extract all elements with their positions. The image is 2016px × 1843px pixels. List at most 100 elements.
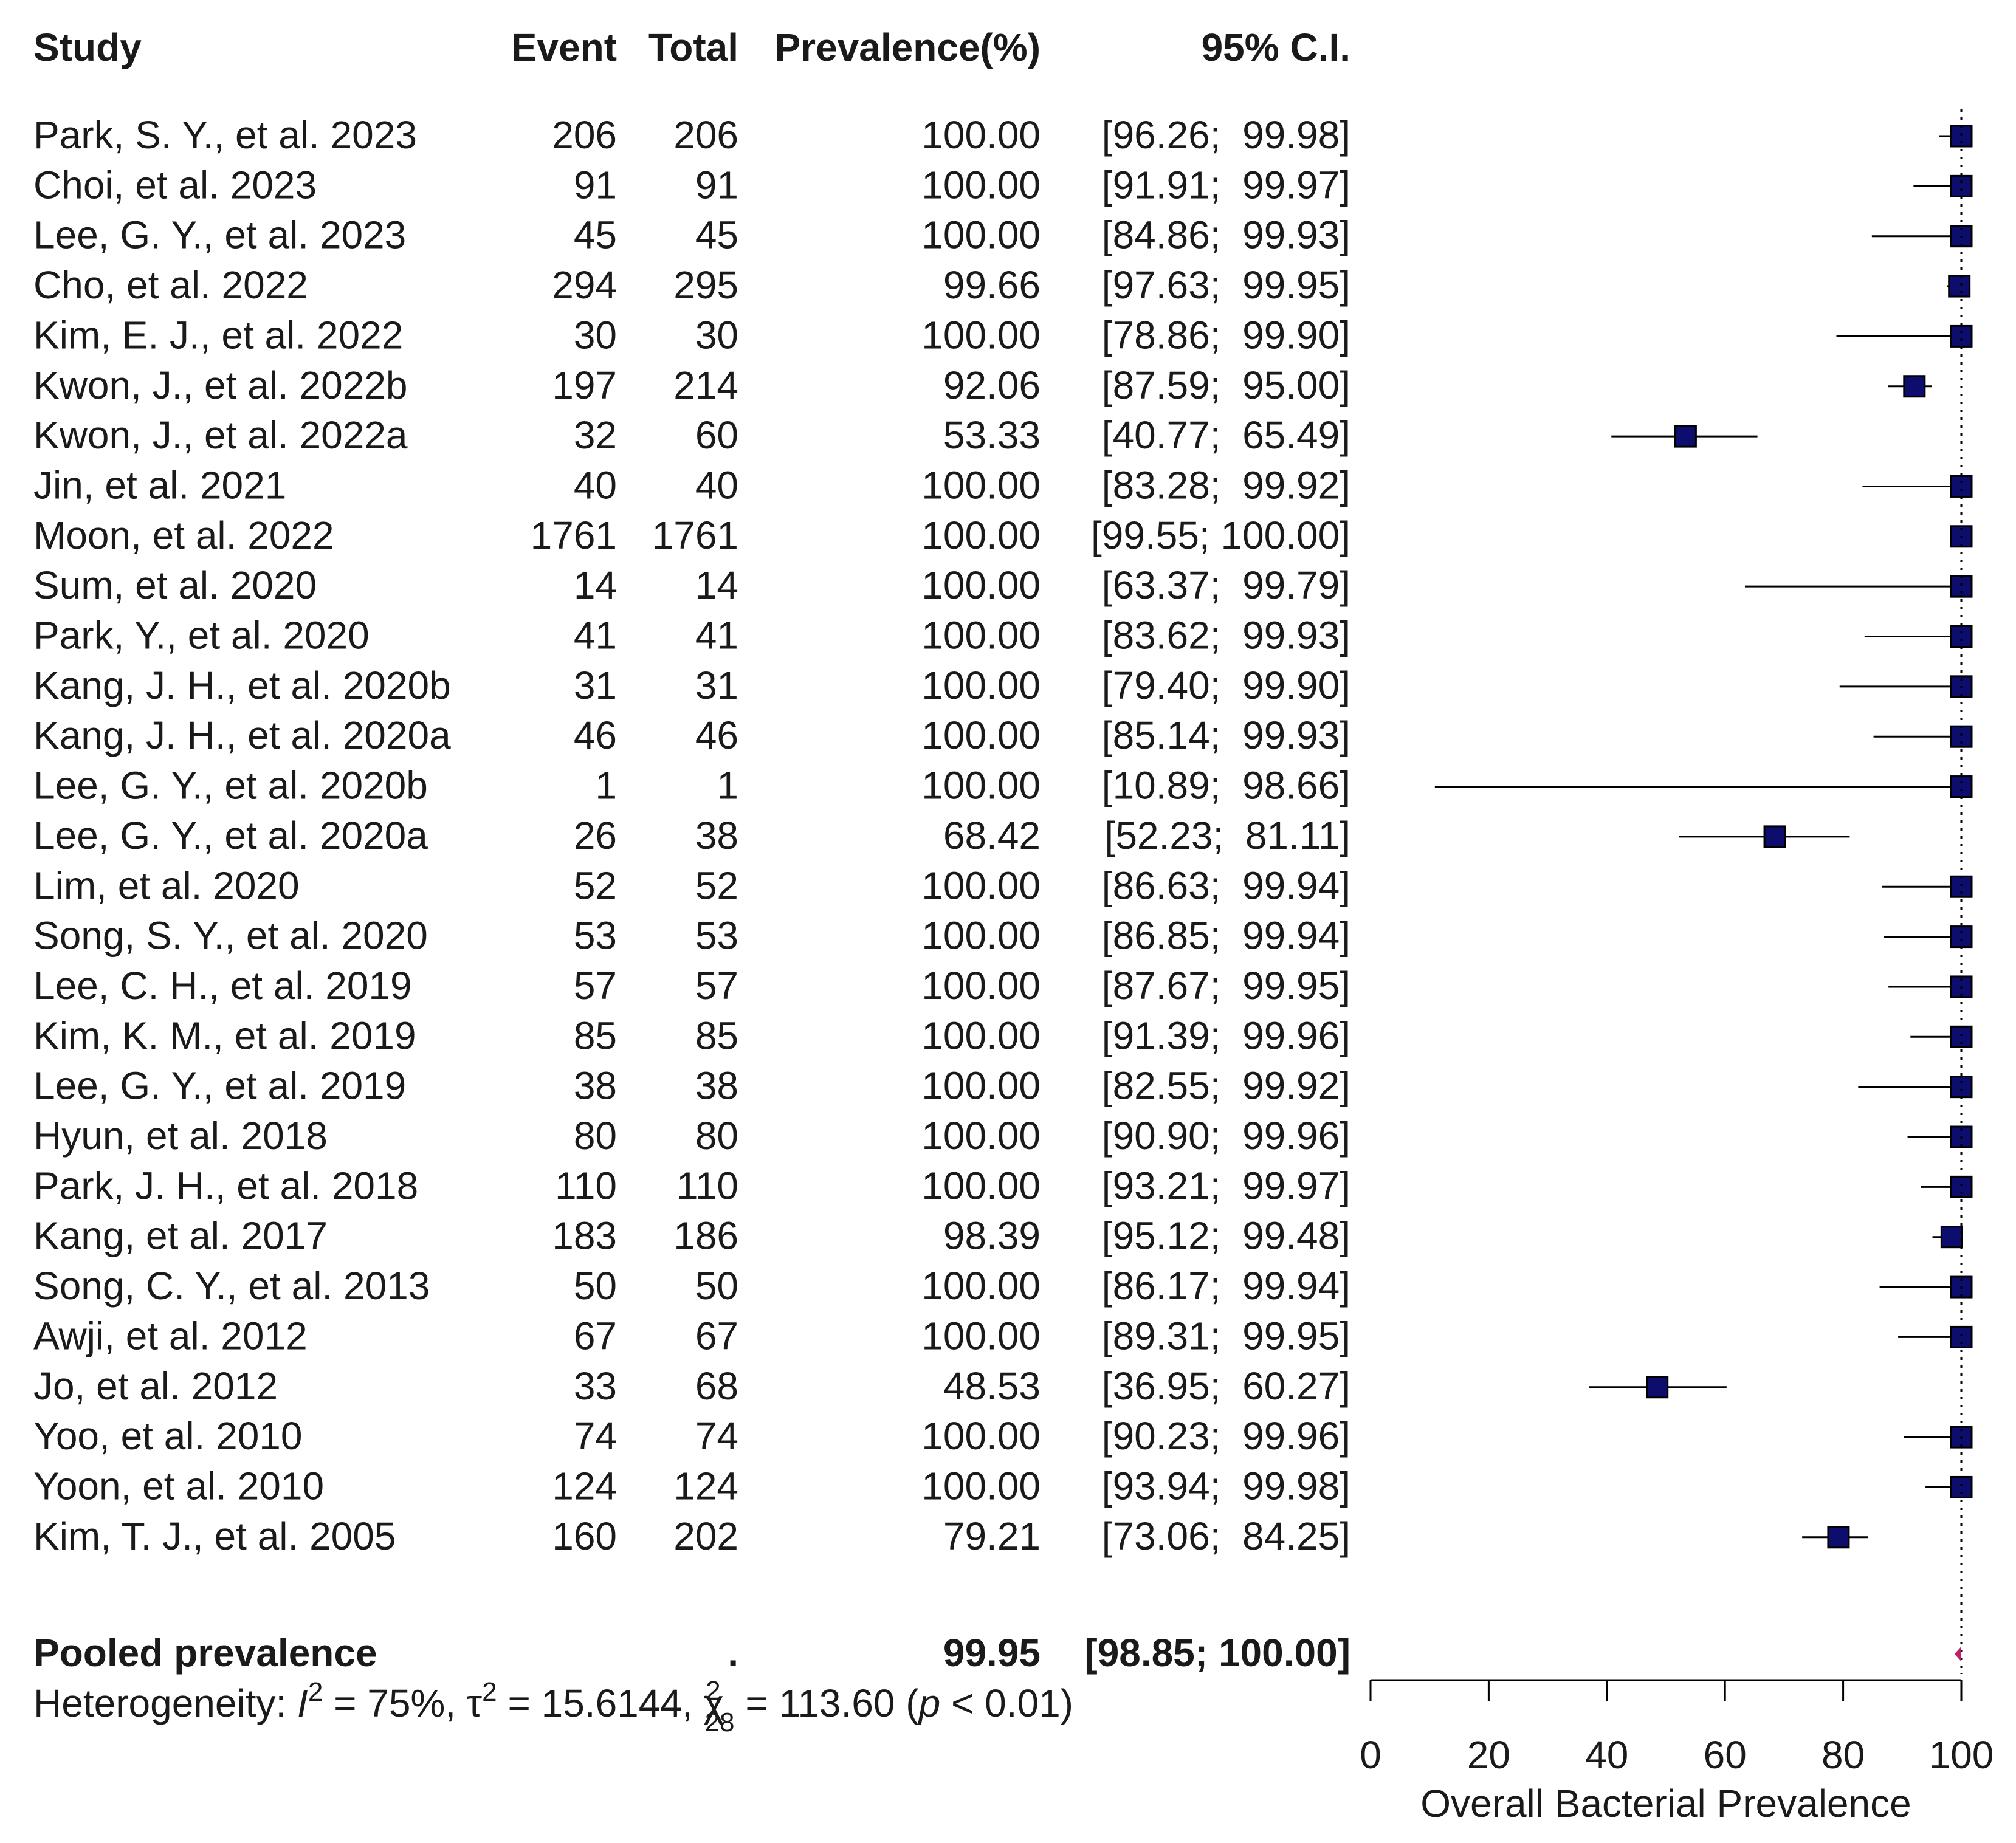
- x-axis: 0 20 40 60 80 100 Overall Bacterial Prevalenc…: [1360, 1679, 1994, 1825]
- study-ci: [86.17; 99.94]: [1102, 1264, 1350, 1308]
- study-row: Kwon, J., et al. 2022a 32 60 53.33 [40.77; 6…: [33, 413, 1758, 457]
- study-event: 74: [574, 1414, 617, 1458]
- pooled-label: Pooled prevalence: [33, 1631, 377, 1675]
- study-event: 38: [574, 1064, 617, 1108]
- study-name: Jin, et al. 2021: [33, 463, 286, 507]
- study-ci: [86.85; 99.94]: [1102, 914, 1350, 958]
- study-ci: [63.37; 99.79]: [1102, 563, 1350, 607]
- study-name: Yoon, et al. 2010: [33, 1464, 324, 1508]
- study-total: 110: [676, 1164, 738, 1207]
- study-ci: [79.40; 99.90]: [1102, 664, 1350, 707]
- study-name: Sum, et al. 2020: [33, 563, 317, 607]
- study-row: Lee, G. Y., et al. 2023 45 45 100.00 [84.86;…: [33, 213, 1973, 257]
- study-prevalence: 100.00: [921, 563, 1041, 607]
- pooled-ci: [98.85; 100.00]: [1084, 1631, 1350, 1675]
- study-name: Park, Y., et al. 2020: [33, 614, 370, 657]
- study-row: Moon, et al. 2022 1761 1761 100.00 [99.55; 1…: [33, 513, 1973, 557]
- x-tick-label: 60: [1704, 1733, 1747, 1777]
- study-total: 214: [673, 363, 738, 407]
- study-row: Kang, J. H., et al. 2020b 31 31 100.00 [79.4…: [33, 664, 1973, 707]
- study-row: Lee, C. H., et al. 2019 57 57 100.00 [87.67;…: [33, 964, 1973, 1007]
- study-prevalence: 100.00: [921, 713, 1041, 757]
- study-ci: [91.39; 99.96]: [1102, 1014, 1350, 1057]
- study-prevalence: 100.00: [921, 1014, 1041, 1057]
- study-event: 197: [552, 363, 617, 407]
- study-event: 40: [574, 463, 617, 507]
- het-chi-df: 28: [705, 1707, 735, 1737]
- study-name: Lim, et al. 2020: [33, 863, 300, 907]
- study-row: Park, S. Y., et al. 2023 206 206 100.00 [96.…: [33, 113, 1973, 157]
- study-row: Song, C. Y., et al. 2013 50 50 100.00 [86.17…: [33, 1264, 1973, 1308]
- study-event: 46: [574, 713, 617, 757]
- het-tau-sup: 2: [482, 1677, 497, 1707]
- study-row: Lim, et al. 2020 52 52 100.00 [86.63; 99.94]: [33, 863, 1973, 907]
- point-marker: [1950, 1125, 1973, 1148]
- pooled-diamond: [1954, 1647, 1961, 1661]
- study-total: 202: [673, 1514, 738, 1558]
- point-marker: [1948, 275, 1971, 298]
- study-event: 1: [595, 764, 617, 808]
- study-prevalence: 100.00: [921, 1064, 1041, 1108]
- het-chi-sup: 2: [706, 1676, 720, 1706]
- study-name: Kang, J. H., et al. 2020b: [33, 664, 451, 707]
- header-total: Total: [648, 26, 738, 69]
- study-name: Lee, G. Y., et al. 2023: [33, 213, 406, 257]
- study-prevalence: 100.00: [921, 313, 1041, 357]
- study-ci: [91.91; 99.97]: [1102, 163, 1350, 207]
- header-prevalence: Prevalence(%): [774, 26, 1041, 69]
- study-prevalence: 100.00: [921, 964, 1041, 1007]
- study-row: Hyun, et al. 2018 80 80 100.00 [90.90; 99.96…: [33, 1114, 1973, 1158]
- study-ci: [99.55; 100.00]: [1091, 513, 1350, 557]
- study-name: Kim, K. M., et al. 2019: [33, 1014, 416, 1057]
- study-ci: [78.86; 99.90]: [1102, 313, 1350, 357]
- study-ci: [52.23; 81.11]: [1105, 814, 1350, 857]
- study-ci: [95.12; 99.48]: [1102, 1214, 1350, 1258]
- point-marker: [1903, 375, 1926, 398]
- study-event: 41: [574, 614, 617, 657]
- study-row: Kim, K. M., et al. 2019 85 85 100.00 [91.39;…: [33, 1014, 1973, 1057]
- study-row: Awji, et al. 2012 67 67 100.00 [89.31; 99.95…: [33, 1314, 1973, 1357]
- study-prevalence: 100.00: [921, 213, 1041, 257]
- study-row: Yoon, et al. 2010 124 124 100.00 [93.94; 99.…: [33, 1464, 1973, 1508]
- study-prevalence: 100.00: [921, 914, 1041, 958]
- study-name: Kim, E. J., et al. 2022: [33, 313, 403, 357]
- heterogeneity-text: Heterogeneity: I2 = 75%, τ2 = 15.6144, χ…: [33, 1676, 1073, 1737]
- study-total: 124: [673, 1464, 738, 1508]
- het-p-value: < 0.01): [940, 1681, 1073, 1725]
- pooled-prevalence: 99.95: [943, 1631, 1041, 1675]
- study-prevalence: 100.00: [921, 463, 1041, 507]
- study-ci: [87.67; 99.95]: [1102, 964, 1350, 1007]
- study-total: 1761: [652, 513, 738, 557]
- study-name: Moon, et al. 2022: [33, 513, 334, 557]
- study-event: 50: [574, 1264, 617, 1308]
- het-p-symbol: p: [918, 1681, 941, 1725]
- pooled-total: .: [728, 1631, 738, 1675]
- study-row: Jo, et al. 2012 33 68 48.53 [36.95; 60.27]: [33, 1364, 1727, 1408]
- study-total: 50: [695, 1264, 738, 1308]
- point-marker: [1950, 475, 1973, 498]
- study-total: 53: [695, 914, 738, 958]
- x-tick-label: 40: [1585, 1733, 1628, 1777]
- pooled-row: Pooled prevalence . 99.95 [98.85; 100.00…: [33, 1631, 1961, 1675]
- study-event: 32: [574, 413, 617, 457]
- study-name: Lee, C. H., et al. 2019: [33, 964, 412, 1007]
- study-total: 67: [695, 1314, 738, 1357]
- study-prevalence: 100.00: [921, 1164, 1041, 1207]
- study-name: Hyun, et al. 2018: [33, 1114, 328, 1158]
- study-prevalence: 100.00: [921, 1414, 1041, 1458]
- study-ci: [83.62; 99.93]: [1102, 614, 1350, 657]
- study-event: 294: [552, 263, 617, 307]
- het-chi-value: = 113.60 (: [735, 1681, 919, 1725]
- study-ci: [96.26; 99.98]: [1102, 113, 1350, 157]
- x-axis-ticks: 0 20 40 60 80 100: [1360, 1680, 1994, 1777]
- study-name: Song, C. Y., et al. 2013: [33, 1264, 430, 1308]
- study-event: 85: [574, 1014, 617, 1057]
- point-marker: [1950, 324, 1973, 348]
- study-total: 46: [695, 713, 738, 757]
- header-study: Study: [33, 26, 142, 69]
- study-total: 52: [695, 863, 738, 907]
- study-prevalence: 100.00: [921, 664, 1041, 707]
- point-marker: [1950, 1076, 1973, 1099]
- study-ci: [40.77; 65.49]: [1102, 413, 1350, 457]
- study-name: Kwon, J., et al. 2022a: [33, 413, 408, 457]
